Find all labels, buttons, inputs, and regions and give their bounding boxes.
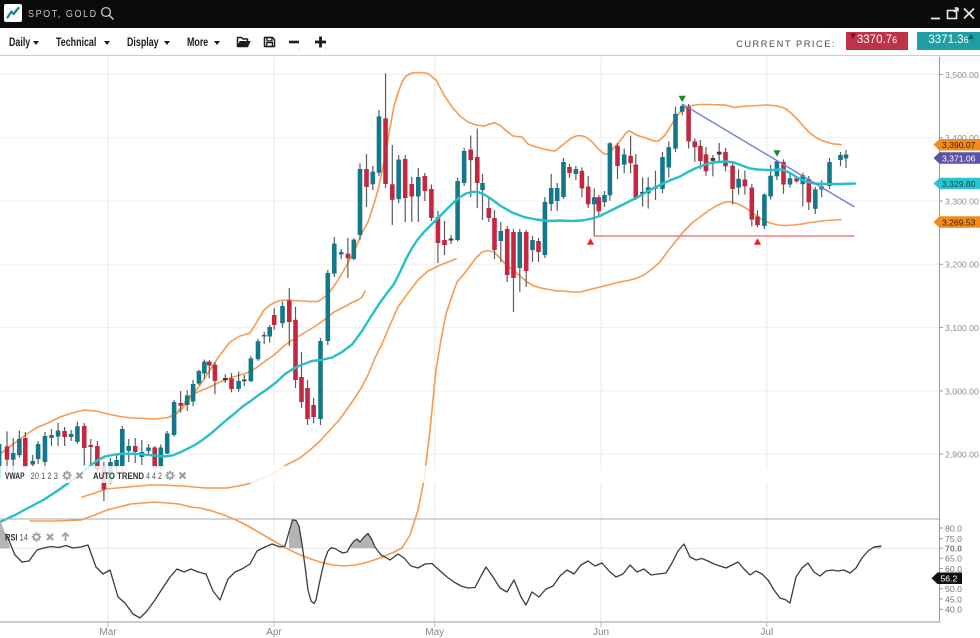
svg-text:75.0: 75.0 — [945, 534, 962, 544]
svg-text:56.2: 56.2 — [941, 574, 958, 584]
svg-text:RSI: RSI — [5, 533, 18, 544]
svg-text:3,269.53: 3,269.53 — [942, 218, 976, 228]
svg-text:50.0: 50.0 — [945, 584, 962, 594]
svg-text:3,390.07: 3,390.07 — [942, 140, 976, 150]
svg-text:2,900.00: 2,900.00 — [945, 450, 979, 460]
svg-text:Jun: Jun — [593, 627, 609, 638]
svg-text:VWAP: VWAP — [5, 471, 25, 482]
svg-text:70.0: 70.0 — [945, 544, 962, 554]
svg-text:Jul: Jul — [760, 627, 773, 638]
svg-text:3,329.80: 3,329.80 — [942, 179, 976, 189]
svg-text:3,371.06: 3,371.06 — [942, 154, 976, 164]
svg-text:3,400.00: 3,400.00 — [945, 133, 979, 143]
svg-text:14: 14 — [20, 533, 29, 544]
svg-text:3,200.00: 3,200.00 — [945, 260, 979, 270]
svg-text:80.0: 80.0 — [945, 523, 962, 533]
svg-text:3,300.00: 3,300.00 — [945, 196, 979, 206]
svg-text:Mar: Mar — [99, 627, 117, 638]
svg-text:3,100.00: 3,100.00 — [945, 323, 979, 333]
svg-text:AUTO TREND: AUTO TREND — [93, 471, 144, 482]
svg-text:65.0: 65.0 — [945, 554, 962, 564]
svg-text:40.0: 40.0 — [945, 605, 962, 615]
svg-text:May: May — [425, 627, 444, 638]
svg-text:60.0: 60.0 — [945, 564, 962, 574]
svg-text:45.0: 45.0 — [945, 594, 962, 604]
svg-text:3,500.00: 3,500.00 — [945, 70, 979, 80]
svg-text:Apr: Apr — [266, 627, 282, 638]
svg-text:20 1 2 3: 20 1 2 3 — [31, 471, 59, 482]
svg-text:4 4 2: 4 4 2 — [146, 471, 162, 482]
svg-text:3,000.00: 3,000.00 — [945, 386, 979, 396]
